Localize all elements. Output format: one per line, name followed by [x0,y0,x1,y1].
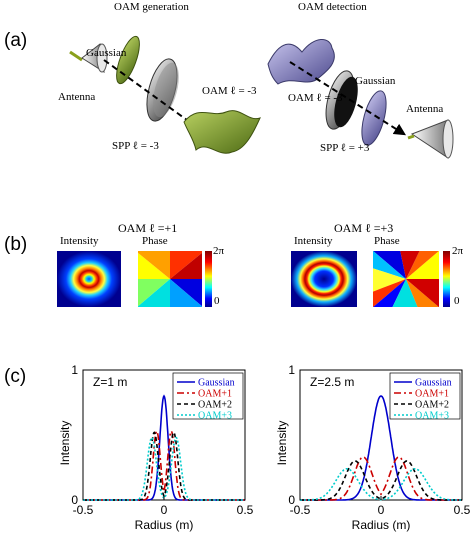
y-tick-label: 0 [288,493,295,507]
oam1-phase-map [138,251,202,307]
series-line-gaussian-0 [83,394,245,501]
detection-antenna-icon [407,119,454,159]
oam1-colorbar [205,251,212,307]
legend-box-1 [389,372,461,420]
distance-annotation: Z=1 m [93,375,127,389]
distance-annotation: Z=2.5 m [310,375,354,389]
x-axis-label: Radius (m) [135,518,194,532]
legend-entry: OAM+1 [198,389,232,400]
purple-wavefront-icon [267,39,335,85]
purple-lens-icon [361,90,387,146]
det-spp-label: SPP ℓ = +3 [320,142,370,154]
oam1-intensity-map [57,251,121,307]
oam1-cbar-top: 2π [213,245,225,257]
x-tick-label: -0.5 [73,503,94,517]
helical-wavefront-icon [183,110,261,154]
oam3-cbar-bottom: 0 [454,295,460,307]
series-line-oam-1-0 [83,430,245,501]
x-tick-label: 0 [161,503,168,517]
det-antenna-label: Antenna [406,103,444,115]
y-tick-label: 1 [71,363,78,377]
legend-entry: OAM+3 [198,411,232,422]
generation-antenna-icon [69,43,108,74]
oam3-title: OAM ℓ =+3 [334,221,394,235]
x-tick-label: 0.5 [237,503,254,517]
panel-c-label: (c) [4,366,27,387]
legend-entry: OAM+3 [415,411,449,422]
generation-title: OAM generation [114,1,189,13]
det-gaussian-label: Gaussian [355,75,396,87]
x-tick-label: 0 [378,503,385,517]
y-tick-label: 0 [71,493,78,507]
oam1-title: OAM ℓ =+1 [118,221,178,235]
spp-disk-icon [146,58,179,122]
plot-frame-0 [82,369,246,501]
gen-gaussian-label: Gaussian [86,47,127,59]
series-line-oam-3-0 [83,436,245,501]
y-tick-label: 1 [288,363,295,377]
gen-antenna-label: Antenna [58,91,96,103]
panel-b-label: (b) [4,234,28,255]
oam3-intensity-label: Intensity [294,235,333,247]
x-tick-label: -0.5 [290,503,311,517]
detection-title: OAM detection [298,1,367,13]
oam1-phase-label: Phase [142,235,168,247]
oam-setup-diagram [69,35,454,159]
series-line-oam-1-1 [300,456,462,501]
legend-box-0 [172,372,244,420]
x-tick-label: 0.5 [454,503,471,517]
legend-entry: Gaussian [198,378,235,389]
oam3-phase-label: Phase [374,235,400,247]
series-line-gaussian-1 [300,395,462,501]
oam3-phase-map [373,251,439,307]
series-line-oam-3-1 [300,468,462,501]
gen-oam-label: OAM ℓ = -3 [202,85,257,97]
legend-entry: OAM+2 [415,400,449,411]
oam3-colorbar [443,251,450,307]
det-oam-label: OAM ℓ = -3 [288,92,343,104]
oam1-intensity-label: Intensity [60,235,99,247]
oam3-cbar-top: 2π [452,245,464,257]
series-line-oam-2-1 [300,460,462,501]
gen-spp-label: SPP ℓ = -3 [112,140,159,152]
plot-frame-1 [299,369,463,501]
series-line-oam-2-0 [83,431,245,501]
detection-spp-disk-icon [325,70,358,130]
oam3-intensity-map [291,251,357,307]
legend-entry: OAM+2 [198,400,232,411]
y-axis-label: Intensity [58,421,72,466]
panel-a-label: (a) [4,30,28,51]
y-axis-label: Intensity [275,421,289,466]
oam1-cbar-bottom: 0 [214,295,220,307]
green-lens-icon [116,35,140,85]
legend-entry: OAM+1 [415,389,449,400]
legend-entry: Gaussian [415,378,452,389]
x-axis-label: Radius (m) [352,518,411,532]
